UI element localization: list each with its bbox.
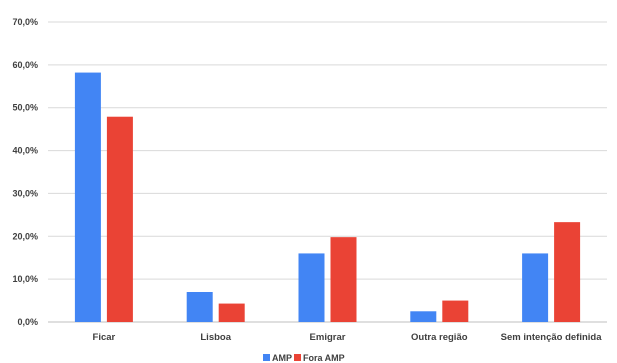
y-tick-label: 20,0%: [12, 231, 38, 241]
x-category-label: Ficar: [93, 332, 116, 343]
y-tick-label: 0,0%: [17, 317, 38, 327]
x-category-label: Sem intenção definida: [501, 332, 603, 343]
bar-fora-amp: [442, 300, 469, 322]
legend: AMP Fora AMP: [263, 353, 345, 363]
gridlines: [48, 21, 607, 323]
bar-fora-amp: [218, 303, 245, 322]
legend-swatch: [294, 354, 301, 361]
x-category-label: Lisboa: [200, 332, 231, 343]
bar-amp: [298, 253, 325, 322]
x-category-label: Outra região: [411, 332, 468, 343]
bar-amp: [522, 253, 549, 322]
bar-fora-amp: [330, 237, 357, 322]
legend-label: Fora AMP: [303, 353, 345, 363]
bar-amp: [74, 72, 101, 322]
y-tick-label: 40,0%: [12, 146, 38, 156]
bar-fora-amp: [106, 116, 133, 322]
legend-label: AMP: [272, 353, 292, 363]
y-tick-label: 10,0%: [12, 274, 38, 284]
bar-amp: [186, 292, 213, 322]
legend-swatch: [263, 354, 270, 361]
y-tick-label: 50,0%: [12, 103, 38, 113]
y-axis: 0,0% 10,0% 20,0% 30,0% 40,0% 50,0% 60,0% 70,0%: [12, 17, 38, 327]
y-tick-label: 30,0%: [12, 188, 38, 198]
y-tick-label: 70,0%: [12, 17, 38, 27]
y-tick-label: 60,0%: [12, 60, 38, 70]
x-axis: Ficar Lisboa Emigrar Outra região Sem intenç…: [93, 332, 603, 343]
bar-fora-amp: [554, 222, 581, 322]
x-category-label: Emigrar: [310, 332, 346, 343]
bar-amp: [410, 311, 437, 322]
bars: [74, 72, 581, 322]
